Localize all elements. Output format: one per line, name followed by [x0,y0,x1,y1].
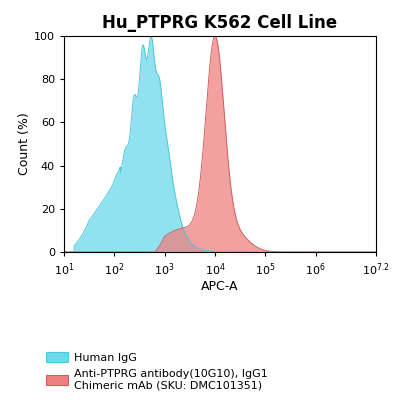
X-axis label: APC-A: APC-A [201,280,239,294]
Y-axis label: Count (%): Count (%) [18,113,31,175]
Title: Hu_PTPRG K562 Cell Line: Hu_PTPRG K562 Cell Line [102,14,338,32]
Legend: Human IgG, Anti-PTPRG antibody(10G10), IgG1
Chimeric mAb (SKU: DMC101351): Human IgG, Anti-PTPRG antibody(10G10), I… [46,352,268,390]
